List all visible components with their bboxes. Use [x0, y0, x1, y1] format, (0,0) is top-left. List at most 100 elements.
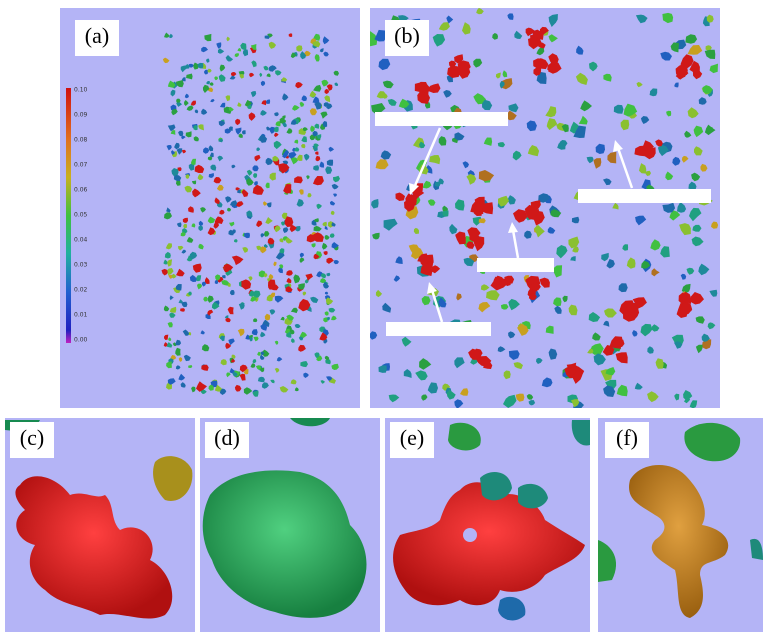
- particle: [473, 93, 487, 105]
- particle: [197, 283, 203, 290]
- particle: [264, 231, 270, 237]
- particle: [370, 31, 378, 47]
- particle: [306, 175, 310, 180]
- particle: [294, 387, 299, 392]
- particle: [634, 382, 643, 390]
- particle: [438, 297, 447, 308]
- particle: [503, 370, 511, 380]
- particle: [264, 313, 271, 321]
- particle: [183, 354, 191, 362]
- blob-d: [202, 418, 367, 618]
- particle: [371, 199, 379, 209]
- particle: [202, 84, 210, 93]
- particle: [328, 146, 335, 152]
- particle: [314, 352, 320, 358]
- particle: [209, 152, 214, 158]
- particle: [298, 336, 304, 341]
- particle: [183, 223, 188, 229]
- particle: [235, 187, 241, 191]
- particle: [234, 239, 238, 243]
- colorbar: [66, 88, 71, 343]
- particle: [589, 61, 598, 72]
- particle: [321, 79, 329, 87]
- particle: [698, 263, 710, 276]
- particle: [252, 359, 257, 364]
- particle: [603, 73, 612, 82]
- particle: [276, 356, 283, 362]
- particle: [612, 339, 621, 349]
- particle: [228, 106, 234, 112]
- particle: [323, 317, 328, 323]
- particle: [167, 259, 173, 267]
- particle: [380, 150, 392, 160]
- particle: [178, 357, 183, 362]
- particle: [692, 224, 702, 232]
- blob-c: [5, 420, 193, 619]
- particle: [508, 195, 516, 205]
- particle: [704, 49, 716, 59]
- panel-labels: (a) (b) (c) (d) (e) (f): [10, 20, 649, 458]
- particle: [324, 234, 330, 240]
- particle: [168, 337, 172, 341]
- particle: [186, 237, 194, 243]
- particle: [210, 99, 215, 103]
- particle: [325, 297, 334, 305]
- particle: [171, 168, 179, 177]
- particle: [643, 149, 654, 158]
- particle: [302, 291, 307, 296]
- particle: [231, 164, 236, 169]
- particle: [517, 323, 529, 336]
- particle: [294, 176, 303, 184]
- particle: [195, 275, 202, 282]
- particle: [378, 58, 391, 71]
- particle: [534, 224, 545, 238]
- particle: [593, 158, 602, 169]
- particle: [562, 295, 568, 303]
- particle: [455, 199, 465, 211]
- colorbar-tick-label: 0.06: [74, 187, 88, 194]
- particle: [319, 161, 325, 168]
- particle: [307, 193, 312, 198]
- particle: [228, 229, 234, 236]
- particle: [218, 120, 226, 127]
- particle: [169, 33, 173, 39]
- particle: [286, 270, 293, 276]
- particle: [210, 164, 217, 171]
- particle: [274, 340, 279, 345]
- particle: [669, 210, 681, 221]
- particle: [497, 142, 506, 148]
- particle: [606, 259, 615, 269]
- particle: [554, 305, 562, 314]
- particle: [279, 386, 289, 393]
- particle: [515, 393, 525, 402]
- particle: [260, 351, 265, 356]
- particle: [190, 100, 196, 106]
- particle: [301, 143, 306, 149]
- particle: [547, 226, 556, 234]
- particle: [382, 302, 392, 313]
- particle: [222, 275, 226, 279]
- particle: [182, 329, 190, 336]
- particle: [208, 145, 214, 152]
- particle: [372, 232, 380, 240]
- colorbar-tick-label: 0.04: [74, 237, 88, 244]
- particle: [259, 72, 263, 77]
- particle: [324, 225, 328, 230]
- particle: [556, 245, 568, 259]
- particle: [623, 307, 633, 317]
- particle: [185, 64, 190, 69]
- particle: [282, 160, 289, 166]
- particle: [257, 376, 265, 383]
- particle: [561, 124, 569, 133]
- particle: [269, 172, 276, 181]
- particle: [269, 65, 277, 72]
- particle: [231, 255, 244, 266]
- particle: [447, 65, 461, 78]
- particle: [192, 188, 201, 198]
- particle: [566, 362, 577, 371]
- particle: [170, 89, 176, 97]
- particle: [176, 148, 183, 155]
- particle: [272, 155, 279, 162]
- particle: [463, 257, 475, 267]
- particle: [503, 394, 517, 408]
